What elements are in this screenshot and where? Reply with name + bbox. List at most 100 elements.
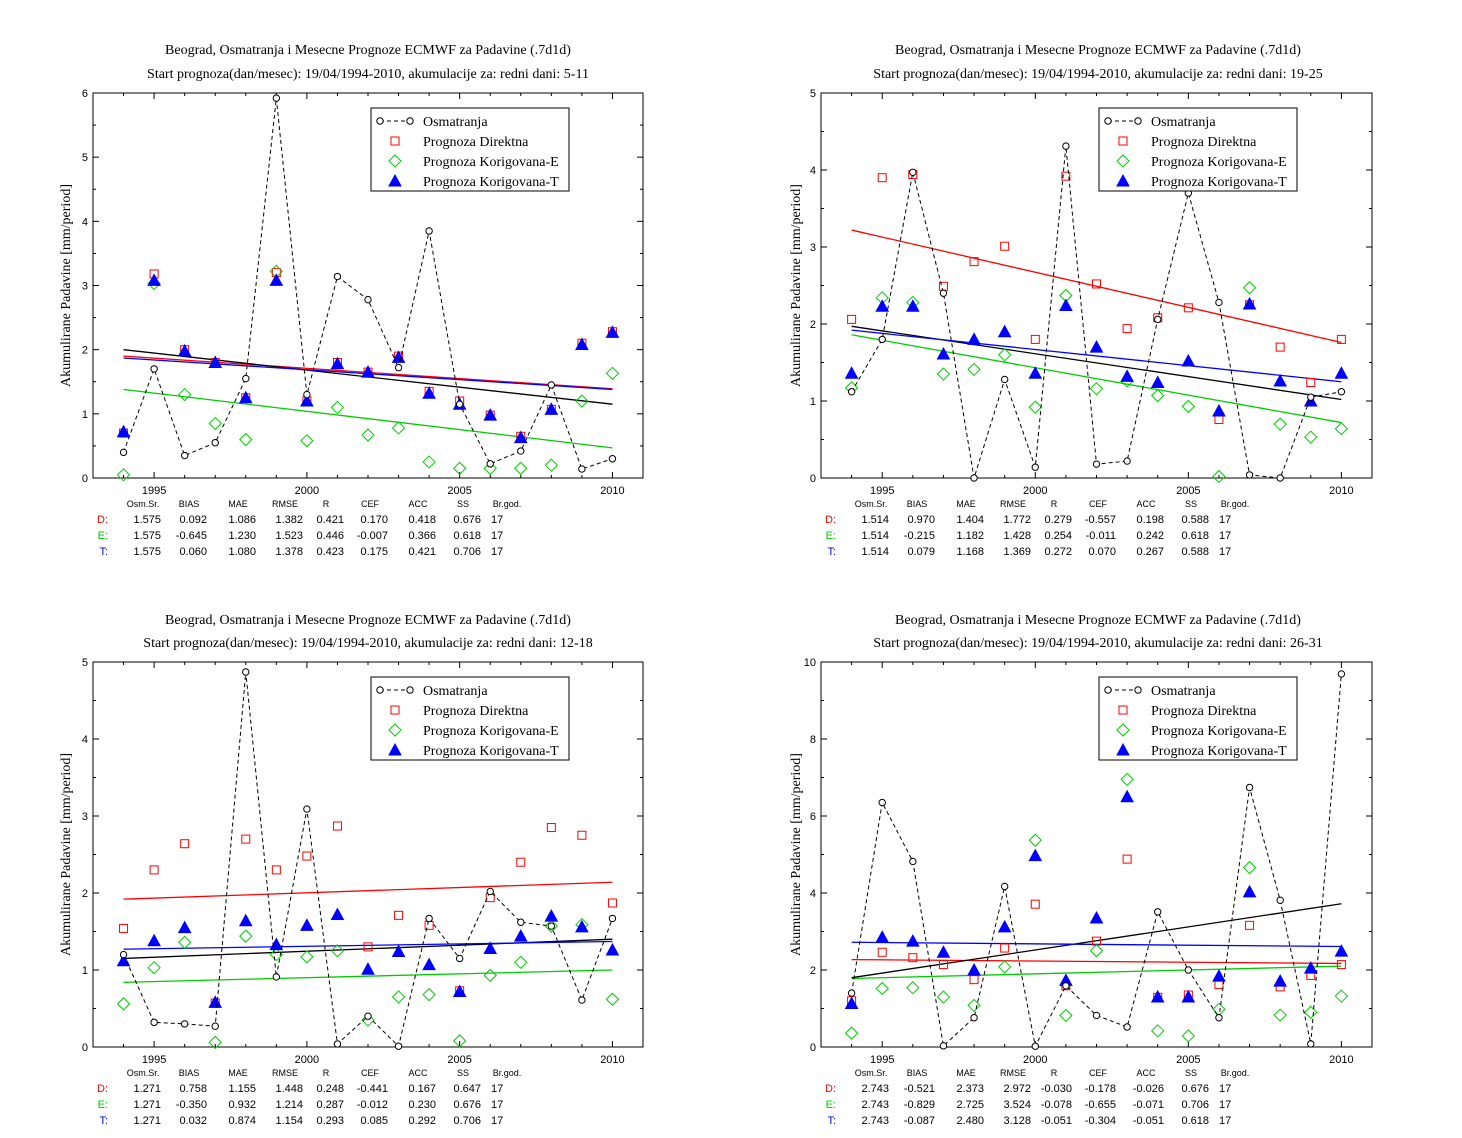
point-prognoza-direktna bbox=[332, 821, 342, 831]
point-osmatranja bbox=[211, 1022, 219, 1030]
stats-header: BIAS bbox=[179, 1068, 200, 1078]
stats-row-label: D: bbox=[825, 1083, 836, 1095]
point-prognoza-direktna bbox=[1214, 980, 1224, 990]
legend-marker-osmatranja bbox=[376, 686, 384, 694]
point-prognoza-korigovana-t bbox=[1212, 403, 1226, 417]
trend-line-korigovana-t bbox=[123, 940, 613, 950]
stats-value: 17 bbox=[491, 1115, 503, 1127]
point-osmatranja bbox=[211, 439, 219, 447]
point-prognoza-direktna bbox=[577, 830, 587, 840]
legend-label: Prognoza Direktna bbox=[1151, 135, 1257, 150]
stats-value: 17 bbox=[1219, 1115, 1231, 1127]
point-prognoza-korigovana-e bbox=[1304, 1005, 1318, 1020]
stats-value: -0.215 bbox=[904, 530, 935, 542]
point-osmatranja bbox=[578, 465, 586, 473]
stats-header: Br.god. bbox=[493, 499, 522, 509]
x-tick-label: 2000 bbox=[1023, 485, 1047, 497]
y-tick-label: 2 bbox=[82, 345, 88, 357]
point-prognoza-korigovana-e bbox=[544, 919, 559, 933]
point-osmatranja bbox=[1000, 882, 1009, 891]
point-prognoza-korigovana-e bbox=[1304, 430, 1318, 444]
point-prognoza-korigovana-t bbox=[875, 299, 890, 312]
stats-value: 0.588 bbox=[1181, 514, 1209, 526]
point-prognoza-direktna bbox=[241, 834, 251, 844]
y-tick-label: 2 bbox=[810, 965, 816, 977]
stats-value: 0.366 bbox=[408, 530, 436, 542]
point-prognoza-korigovana-t bbox=[544, 909, 559, 922]
point-prognoza-korigovana-t bbox=[544, 402, 559, 415]
point-prognoza-korigovana-e bbox=[116, 997, 131, 1011]
point-osmatranja bbox=[303, 390, 311, 399]
legend-marker-osmatranja bbox=[406, 117, 414, 125]
point-prognoza-direktna bbox=[1000, 241, 1010, 251]
x-tick-label: 2005 bbox=[1176, 1054, 1200, 1066]
point-osmatranja bbox=[1184, 966, 1193, 974]
stats-value: 1.154 bbox=[275, 1115, 303, 1127]
y-tick-label: 0 bbox=[810, 473, 816, 485]
point-prognoza-korigovana-e bbox=[208, 416, 222, 431]
stats-value: 0.588 bbox=[1181, 546, 1209, 558]
point-prognoza-korigovana-t bbox=[967, 332, 981, 345]
stats-value: 1.230 bbox=[228, 530, 256, 542]
stats-value: 2.743 bbox=[861, 1115, 889, 1127]
chart-panel-4: Beograd, Osmatranja i Mesecne Prognoze E… bbox=[789, 613, 1373, 1127]
chart-subtitle: Start prognoza(dan/mesec): 19/04/1994-20… bbox=[147, 67, 589, 82]
stats-table: Osm.Sr. BIAS MAE RMSE R CEF ACC SS Br.god. D: 1.51… bbox=[825, 499, 1249, 558]
stats-value: -0.007 bbox=[357, 530, 388, 542]
stats-value: 17 bbox=[491, 1083, 503, 1095]
point-prognoza-direktna bbox=[1336, 334, 1346, 344]
point-prognoza-korigovana-e bbox=[1089, 944, 1104, 958]
trend-line-korigovana-e bbox=[123, 388, 613, 449]
stats-value: -0.350 bbox=[176, 1099, 207, 1111]
point-osmatranja bbox=[578, 996, 586, 1004]
point-osmatranja bbox=[847, 388, 856, 396]
stats-row-label: T: bbox=[827, 546, 836, 558]
stats-row-label: D: bbox=[97, 1083, 108, 1095]
stats-table: Osm.Sr. BIAS MAE RMSE R CEF ACC SS Br.god. D: 1.57… bbox=[97, 499, 521, 558]
stats-value: 17 bbox=[1219, 1083, 1231, 1095]
stats-value: 0.279 bbox=[1044, 514, 1072, 526]
stats-value: -0.557 bbox=[1085, 514, 1116, 526]
stats-value: -0.829 bbox=[904, 1099, 935, 1111]
point-osmatranja bbox=[1307, 393, 1315, 401]
point-osmatranja bbox=[180, 1020, 189, 1028]
stats-value: -0.011 bbox=[1086, 530, 1116, 542]
stats-value: 1.772 bbox=[1003, 514, 1031, 526]
legend-marker-osmatranja bbox=[406, 686, 414, 694]
point-osmatranja bbox=[364, 295, 372, 304]
stats-value: -0.078 bbox=[1041, 1099, 1072, 1111]
stats-header: SS bbox=[1185, 499, 1197, 509]
y-tick-label: 3 bbox=[82, 281, 88, 293]
stats-header: BIAS bbox=[907, 499, 928, 509]
stats-header: R bbox=[323, 1068, 330, 1078]
y-tick-label: 0 bbox=[810, 1042, 816, 1054]
point-prognoza-korigovana-t bbox=[391, 944, 406, 958]
stats-value: 1.428 bbox=[1003, 530, 1031, 542]
point-prognoza-korigovana-t bbox=[997, 324, 1012, 338]
point-prognoza-korigovana-e bbox=[1059, 1008, 1073, 1023]
point-prognoza-korigovana-t bbox=[1120, 789, 1134, 803]
stats-header: CEF bbox=[1089, 499, 1108, 509]
point-prognoza-direktna bbox=[969, 257, 979, 267]
stats-value: 0.070 bbox=[1088, 546, 1116, 558]
stats-value: 2.743 bbox=[861, 1083, 889, 1095]
stats-value: 1.514 bbox=[861, 530, 889, 542]
trend-line-direct bbox=[851, 958, 1342, 965]
point-prognoza-direktna bbox=[1092, 279, 1101, 289]
y-tick-label: 1 bbox=[810, 396, 816, 408]
y-tick-label: 4 bbox=[810, 165, 816, 177]
point-osmatranja bbox=[150, 365, 158, 373]
point-osmatranja bbox=[939, 289, 948, 297]
legend: Osmatranja Prognoza Direktna Prognoza Kori… bbox=[370, 676, 570, 761]
stats-header: Osm.Sr. bbox=[855, 1068, 888, 1078]
stats-value: 1.271 bbox=[133, 1099, 161, 1111]
stats-header: Br.god. bbox=[1221, 499, 1250, 509]
stats-value: 0.758 bbox=[179, 1083, 207, 1095]
stats-header: BIAS bbox=[907, 1068, 928, 1078]
point-osmatranja bbox=[1000, 375, 1009, 384]
point-prognoza-korigovana-t bbox=[605, 942, 620, 956]
stats-value: 1.514 bbox=[861, 546, 889, 558]
point-prognoza-korigovana-t bbox=[361, 962, 375, 975]
legend-label: Osmatranja bbox=[1151, 684, 1216, 699]
point-prognoza-korigovana-t bbox=[575, 337, 589, 351]
